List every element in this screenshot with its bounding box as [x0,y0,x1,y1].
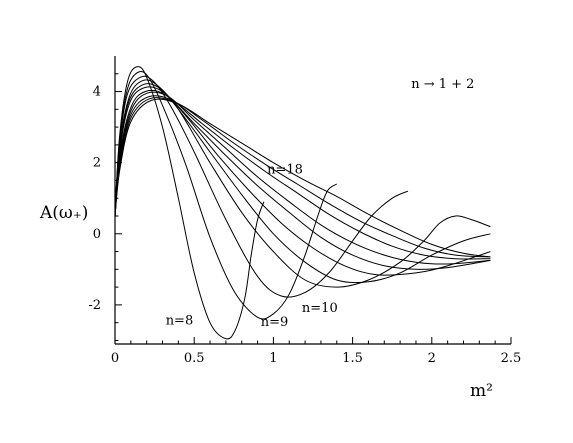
y-tick-label: -2 [88,298,101,313]
annotation-label: n=9 [261,315,289,330]
series-line-n-11 [114,79,491,288]
series-line-n-17 [114,97,491,258]
series-line-n-10 [114,75,409,298]
curves [114,66,491,340]
annotation-label: n=18 [267,162,303,177]
x-tick-label: 1.5 [342,351,363,366]
y-tick-label: 2 [93,156,101,171]
annotation-label: n → 1 + 2 [411,77,474,92]
x-tick-label: 1 [269,351,277,366]
series-line-n-12 [114,83,491,284]
x-tick-label: 0.5 [184,351,205,366]
series-line-n-16 [114,95,491,260]
annotation-label: n=10 [302,301,338,316]
series-line-n-13 [114,86,491,276]
y-axis-title: A(ω₊) [39,203,88,223]
x-tick-label: 2.5 [501,351,522,366]
annotation-label: n=8 [166,313,194,328]
x-tick-label: 0 [111,351,119,366]
series-line-n-8 [114,66,265,340]
y-tick-label: 0 [93,227,101,242]
x-axis-title: m² [470,381,493,401]
annotations: n → 1 + 2 n=18 n=10 n=9 n=8 [166,77,475,330]
axis-labels: A(ω₊) m² [39,203,493,401]
series-line-n-18 [114,98,491,258]
series-line-n-14 [114,89,491,270]
y-tick-label: 4 [93,85,101,100]
x-tick-label: 2 [428,351,436,366]
plot-area: 0 0.5 1 1.5 2 2.5 -2 0 2 4 [88,56,521,366]
series-line-n-9 [114,71,338,320]
series-line-n-15 [114,91,491,265]
